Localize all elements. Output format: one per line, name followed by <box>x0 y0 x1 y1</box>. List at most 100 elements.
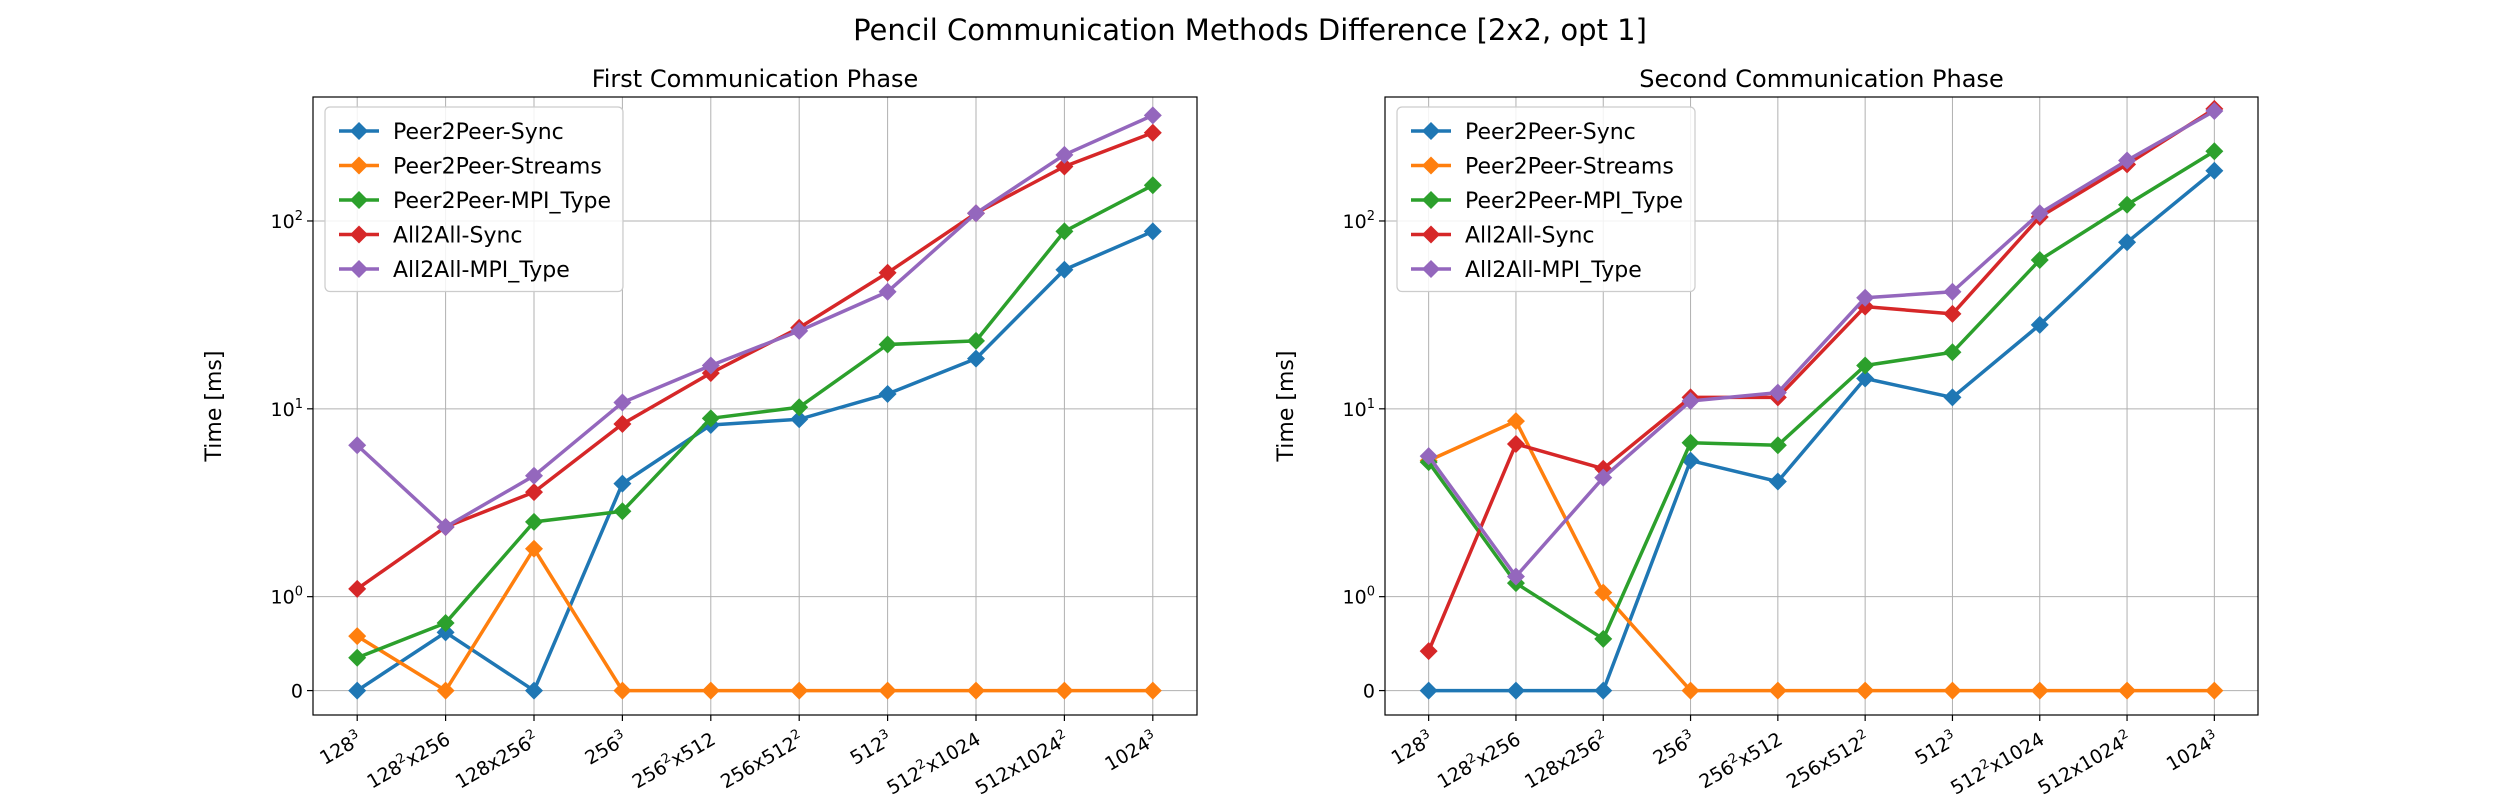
y-tick-label: 100​ <box>271 585 303 609</box>
data-point <box>1681 433 1700 452</box>
data-point <box>1143 176 1162 195</box>
x-tick-label: 256x5122​ <box>1782 727 1874 794</box>
data-point <box>613 474 632 493</box>
data-point <box>2118 681 2137 700</box>
data-point <box>1943 681 1962 700</box>
x-tick-label: 1283​ <box>1387 727 1438 770</box>
y-tick-label: 102​ <box>1343 209 1375 233</box>
data-point <box>1943 388 1962 407</box>
series-line <box>356 113 1154 529</box>
data-point <box>1768 383 1787 402</box>
series-Peer2Peer-MPI_Type <box>348 176 1162 667</box>
data-point <box>878 282 897 301</box>
data-point <box>967 349 985 368</box>
data-point <box>2205 681 2224 700</box>
legend: Peer2Peer-Sync Peer2Peer-Streams Peer2Peer… <box>1396 106 1696 293</box>
data-point <box>2030 204 2049 223</box>
x-tick-label: 128x2562​ <box>451 727 543 794</box>
data-point <box>2030 315 2049 334</box>
data-point <box>613 502 632 521</box>
data-point <box>878 263 897 282</box>
series-line <box>1428 169 2216 693</box>
x-tick-label: 5123​ <box>846 727 897 770</box>
data-point <box>2118 151 2137 170</box>
series-Peer2Peer-Streams <box>348 539 1162 700</box>
y-tick-label: 101​ <box>271 397 303 421</box>
x-tick-label: 10243​ <box>2162 727 2223 776</box>
x-tick-label: 2562​x512 <box>628 727 720 794</box>
legend-box <box>324 106 624 293</box>
data-point <box>348 648 367 667</box>
legend-label: Peer2Peer-Streams <box>1465 155 1674 180</box>
data-point <box>1055 222 1074 241</box>
data-point <box>878 681 897 700</box>
data-point <box>967 331 985 350</box>
series-line <box>1427 149 2216 641</box>
x-tick-label: 2563​ <box>580 727 631 770</box>
legend-label: All2All-MPI_Type <box>1465 258 1642 283</box>
x-tick-label: 5123​ <box>1910 727 1961 770</box>
data-point <box>1768 436 1787 455</box>
data-point <box>967 681 985 700</box>
data-point <box>1143 123 1162 142</box>
legend-label: All2All-MPI_Type <box>393 258 570 283</box>
legend-label: Peer2Peer-MPI_Type <box>1465 189 1683 214</box>
y-tick-label: 0 <box>1363 681 1375 703</box>
data-point <box>348 436 367 455</box>
chart-title: Second Communication Phase <box>1639 65 2003 93</box>
x-tick-label: 5122​x1024 <box>1946 727 2048 800</box>
data-point <box>1594 629 1613 648</box>
data-point <box>348 681 367 700</box>
legend-marker <box>1422 191 1440 209</box>
data-point <box>878 384 897 403</box>
data-point <box>1143 106 1162 125</box>
data-point <box>1419 642 1438 661</box>
x-tick-label: 2563​ <box>1648 727 1699 770</box>
data-point <box>525 466 543 485</box>
data-point <box>1419 681 1438 700</box>
legend: Peer2Peer-Sync Peer2Peer-Streams Peer2Peer… <box>324 106 624 293</box>
series-line <box>356 546 1153 693</box>
data-point <box>525 681 543 700</box>
data-point <box>1943 282 1962 301</box>
legend-marker <box>350 225 368 244</box>
data-point <box>2205 142 2224 161</box>
data-point <box>790 410 809 429</box>
data-point <box>1594 681 1613 700</box>
x-tick-label: 2562​x512 <box>1695 727 1787 794</box>
data-point <box>613 415 632 434</box>
legend-label: Peer2Peer-Sync <box>1465 120 1636 145</box>
legend-marker <box>1422 156 1440 175</box>
data-point <box>1055 260 1074 279</box>
x-tick-label: 1282​x256 <box>362 727 454 794</box>
data-point <box>2118 195 2137 214</box>
data-point <box>1055 157 1074 176</box>
x-tick-label: 128x2562​ <box>1520 727 1612 794</box>
data-point <box>525 512 543 531</box>
data-point <box>1594 583 1613 602</box>
legend-label: All2All-Sync <box>393 224 523 249</box>
data-point <box>1594 468 1613 487</box>
data-point <box>1506 434 1525 453</box>
data-point <box>701 409 720 428</box>
series-Peer2Peer-Sync <box>348 222 1162 700</box>
data-point <box>1943 343 1962 362</box>
data-point <box>1506 681 1525 700</box>
series-Peer2Peer-Streams <box>1419 412 2224 700</box>
data-point <box>1681 392 1700 411</box>
chart-title: First Communication Phase <box>592 65 919 93</box>
series-line <box>1427 109 2216 579</box>
legend-marker <box>1422 225 1440 244</box>
data-point <box>967 204 985 223</box>
data-point <box>1856 288 1875 307</box>
data-point <box>1506 412 1525 431</box>
y-tick-label: 102​ <box>271 209 303 233</box>
x-tick-label: 1282​x256 <box>1433 727 1525 794</box>
legend-marker <box>350 260 368 278</box>
series-line <box>356 229 1154 693</box>
legend-marker <box>350 156 368 175</box>
y-axis-label: Time [ms] <box>1274 351 1299 463</box>
legend-label: Peer2Peer-MPI_Type <box>393 189 611 214</box>
